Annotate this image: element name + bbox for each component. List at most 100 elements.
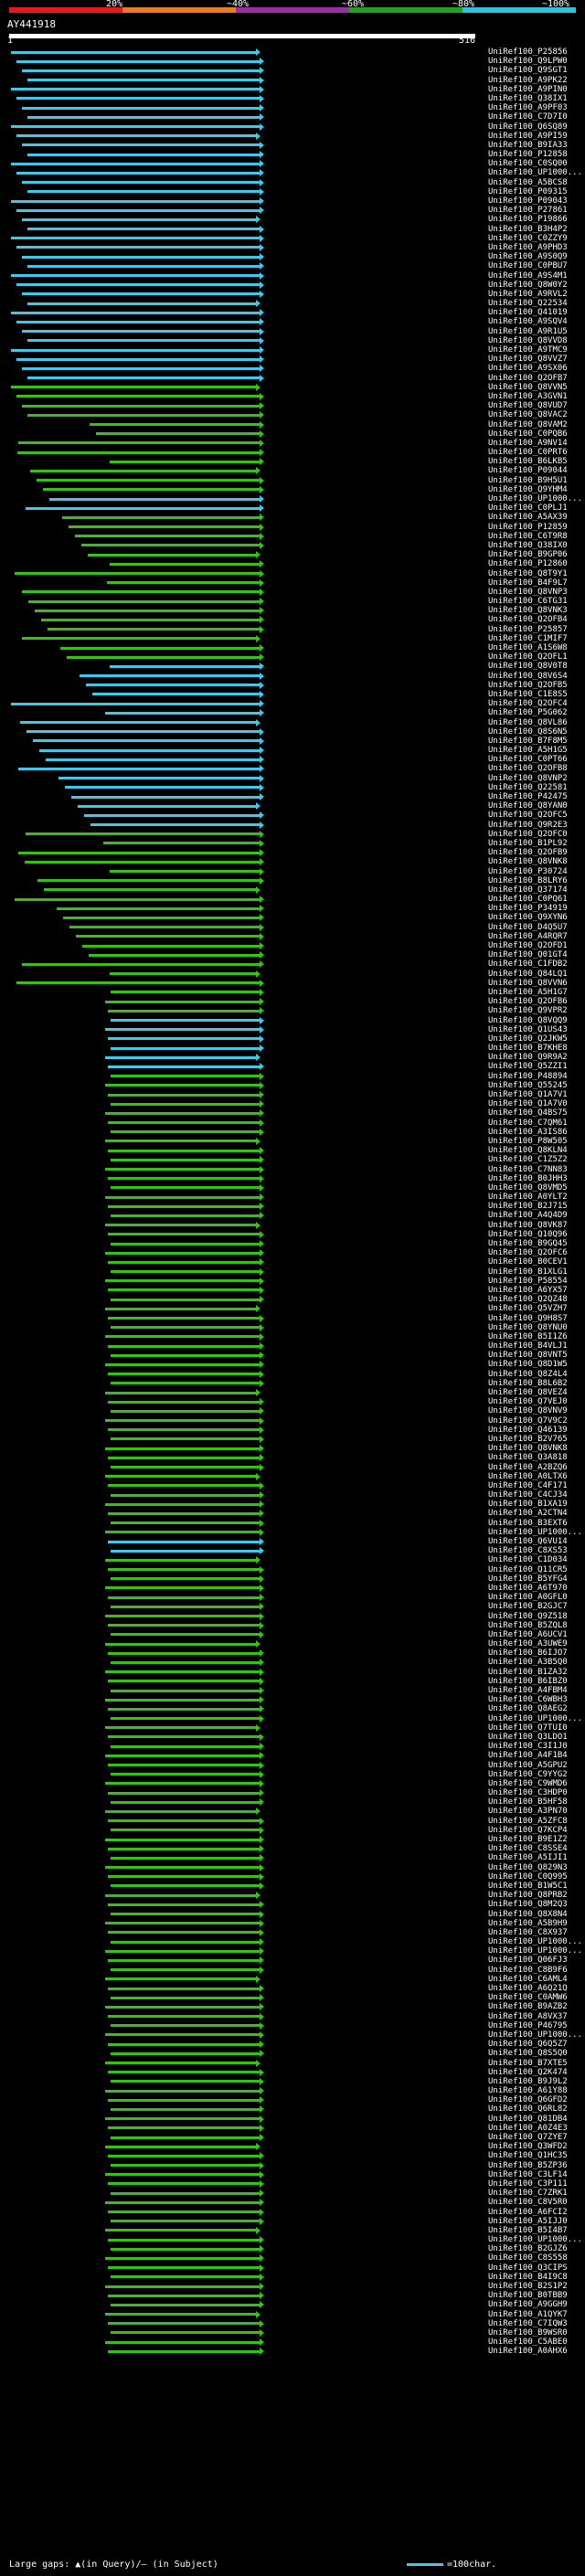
hit-row[interactable]: UniRef100_B3EXT6 (0, 1519, 585, 1528)
hit-label[interactable]: UniRef100_C0PRT6 (488, 448, 568, 458)
hit-alignment-line[interactable] (108, 1568, 261, 1572)
hit-alignment-line[interactable] (44, 888, 258, 892)
hit-row[interactable]: UniRef100_B4F9L7 (0, 578, 585, 588)
hit-row[interactable]: UniRef100_A9PHD3 (0, 243, 585, 252)
hit-row[interactable]: UniRef100_A0GFL0 (0, 1593, 585, 1602)
hit-label[interactable]: UniRef100_Q11CR5 (488, 1564, 568, 1574)
hit-row[interactable]: UniRef100_Q8AEG2 (0, 1704, 585, 1713)
hit-label[interactable]: UniRef100_B6LKB5 (488, 457, 568, 467)
hit-alignment-line[interactable] (108, 1595, 261, 1599)
hit-row[interactable]: UniRef100_A5IJI1 (0, 1853, 585, 1862)
hit-alignment-line[interactable] (60, 646, 261, 650)
hit-row[interactable]: UniRef100_A5B9H9 (0, 1919, 585, 1928)
hit-label[interactable]: UniRef100_Q8VVZ7 (488, 355, 568, 365)
hit-row[interactable]: UniRef100_Q2OFB9 (0, 848, 585, 857)
hit-alignment-line[interactable] (108, 1651, 261, 1655)
hit-label[interactable]: UniRef100_Q8YNU0 (488, 1322, 568, 1332)
hit-alignment-line[interactable] (108, 1707, 261, 1711)
hit-row[interactable]: UniRef100_A5BCS8 (0, 178, 585, 187)
hit-row[interactable]: UniRef100_B3H4P2 (0, 225, 585, 234)
hit-row[interactable]: UniRef100_Q8T9Y1 (0, 569, 585, 578)
hit-alignment-line[interactable] (22, 637, 258, 641)
hit-alignment-line[interactable] (111, 1773, 261, 1776)
hit-row[interactable]: UniRef100_B4VLJ1 (0, 1341, 585, 1351)
hit-row[interactable]: UniRef100_A5AX39 (0, 513, 585, 522)
hit-label[interactable]: UniRef100_UP1000... (488, 1937, 582, 1947)
hit-label[interactable]: UniRef100_UP1000... (488, 1527, 582, 1537)
hit-alignment-line[interactable] (88, 553, 258, 557)
hit-row[interactable]: UniRef100_Q8VEZ4 (0, 1388, 585, 1397)
hit-row[interactable]: UniRef100_A3UWE9 (0, 1639, 585, 1648)
hit-label[interactable]: UniRef100_A5ZFC8 (488, 1816, 568, 1826)
hit-alignment-line[interactable] (111, 1158, 261, 1161)
hit-label[interactable]: UniRef100_C6TG31 (488, 597, 568, 607)
hit-row[interactable]: UniRef100_A5ZFC8 (0, 1817, 585, 1826)
hit-label[interactable]: UniRef100_Q41019 (488, 308, 568, 318)
hit-label[interactable]: UniRef100_A4F1B4 (488, 1751, 568, 1761)
hit-label[interactable]: UniRef100_A0AHX6 (488, 2347, 568, 2357)
hit-label[interactable]: UniRef100_Q46139 (488, 1425, 568, 1435)
hit-label[interactable]: UniRef100_Q7V9C2 (488, 1415, 568, 1426)
hit-label[interactable]: UniRef100_B7F8M5 (488, 736, 568, 746)
hit-label[interactable]: UniRef100_A9S0Q9 (488, 252, 568, 262)
hit-alignment-line[interactable] (111, 1744, 261, 1748)
hit-alignment-line[interactable] (111, 1689, 261, 1692)
hit-label[interactable]: UniRef100_A9SQV4 (488, 317, 568, 327)
hit-alignment-line[interactable] (105, 1028, 261, 1032)
hit-alignment-line[interactable] (16, 981, 261, 985)
hit-alignment-line[interactable] (27, 302, 258, 305)
hit-alignment-line[interactable] (11, 311, 261, 314)
hit-row[interactable]: UniRef100_C7IQW3 (0, 2319, 585, 2328)
hit-row[interactable]: UniRef100_Q2OFB7 (0, 374, 585, 383)
hit-row[interactable]: UniRef100_C8SSE4 (0, 1844, 585, 1853)
hit-label[interactable]: UniRef100_C6WBH3 (488, 1695, 568, 1705)
hit-label[interactable]: UniRef100_P27861 (488, 206, 568, 216)
hit-row[interactable]: UniRef100_B9GQ45 (0, 1239, 585, 1248)
hit-label[interactable]: UniRef100_Q9VPR2 (488, 1006, 568, 1016)
hit-label[interactable]: UniRef100_B4VLJ1 (488, 1341, 568, 1352)
hit-alignment-line[interactable] (90, 823, 261, 827)
hit-label[interactable]: UniRef100_A9NV14 (488, 438, 568, 448)
hit-label[interactable]: UniRef100_A0LTX6 (488, 1471, 568, 1481)
hit-row[interactable]: UniRef100_Q8KLN4 (0, 1146, 585, 1155)
hit-row[interactable]: UniRef100_C0PBU7 (0, 261, 585, 270)
hit-row[interactable]: UniRef100_Q10Q96 (0, 1230, 585, 1239)
hit-row[interactable]: UniRef100_Q11CR5 (0, 1565, 585, 1574)
hit-alignment-line[interactable] (111, 1884, 261, 1888)
hit-alignment-line[interactable] (67, 655, 261, 659)
hit-row[interactable]: UniRef100_Q8M2Q3 (0, 1900, 585, 1909)
hit-label[interactable]: UniRef100_UP1000... (488, 2235, 582, 2245)
hit-row[interactable]: UniRef100_B6LKB5 (0, 457, 585, 466)
hit-label[interactable]: UniRef100_C0ZZY9 (488, 233, 568, 243)
hit-row[interactable]: UniRef100_A9NV14 (0, 439, 585, 448)
hit-label[interactable]: UniRef100_A9R1U5 (488, 326, 568, 336)
hit-label[interactable]: UniRef100_Q7TUI0 (488, 1723, 568, 1733)
hit-row[interactable]: UniRef100_Q8VNK3 (0, 606, 585, 615)
hit-row[interactable]: UniRef100_Q2QZ48 (0, 1295, 585, 1304)
hit-label[interactable]: UniRef100_B2J715 (488, 1202, 568, 1212)
hit-row[interactable]: UniRef100_Q2OFC0 (0, 830, 585, 839)
hit-row[interactable]: UniRef100_B2S1P2 (0, 2282, 585, 2291)
hit-alignment-line[interactable] (27, 413, 261, 417)
hit-row[interactable]: UniRef100_UP1000... (0, 2030, 585, 2040)
hit-label[interactable]: UniRef100_A9PF03 (488, 103, 568, 113)
hit-alignment-line[interactable] (108, 2294, 261, 2297)
hit-row[interactable]: UniRef100_Q2OFC4 (0, 699, 585, 708)
hit-row[interactable]: UniRef100_A5H1G7 (0, 988, 585, 997)
hit-row[interactable]: UniRef100_Q1A7V1 (0, 1090, 585, 1099)
hit-row[interactable]: UniRef100_A6T970 (0, 1584, 585, 1593)
hit-label[interactable]: UniRef100_Q2OFC0 (488, 829, 568, 839)
hit-alignment-line[interactable] (108, 2098, 261, 2102)
hit-alignment-line[interactable] (108, 1400, 261, 1404)
hit-label[interactable]: UniRef100_Q8KLN4 (488, 1146, 568, 1156)
hit-row[interactable]: UniRef100_UP1000... (0, 1937, 585, 1946)
hit-row[interactable]: UniRef100_P46795 (0, 2021, 585, 2030)
hit-alignment-line[interactable] (11, 199, 261, 203)
hit-alignment-line[interactable] (111, 1130, 261, 1134)
hit-alignment-line[interactable] (82, 944, 261, 948)
hit-alignment-line[interactable] (84, 813, 261, 817)
hit-label[interactable]: UniRef100_Q7ZYE7 (488, 2133, 568, 2142)
hit-row[interactable]: UniRef100_Q8VNP2 (0, 774, 585, 783)
hit-alignment-line[interactable] (105, 1558, 258, 1562)
hit-label[interactable]: UniRef100_C3HDP0 (488, 1788, 568, 1798)
